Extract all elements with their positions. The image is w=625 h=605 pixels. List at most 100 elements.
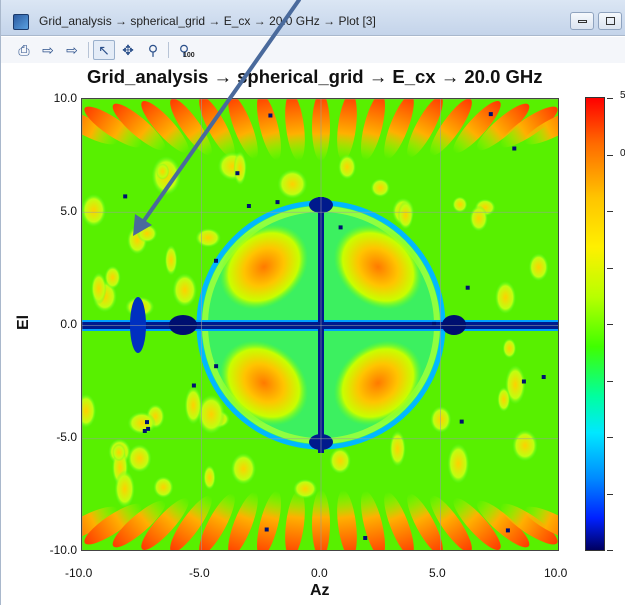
sidelobe-blob bbox=[197, 394, 225, 434]
sidelobe-blob bbox=[338, 154, 356, 180]
pointer-button[interactable]: ↖ bbox=[93, 40, 115, 60]
sidelobe-blob bbox=[172, 273, 197, 307]
y-tick-label: 5.0 bbox=[60, 204, 77, 218]
x-tick-label: -10.0 bbox=[65, 566, 93, 580]
sidelobe-stripe bbox=[82, 506, 118, 542]
sidelobe-blob bbox=[329, 447, 351, 474]
cx-lobe-bottom-right bbox=[333, 340, 423, 426]
cx-lobe-top-right bbox=[333, 224, 423, 310]
sidelobe-blob bbox=[502, 338, 517, 359]
sidelobe-stripe bbox=[361, 490, 385, 550]
sidelobe-blob bbox=[136, 224, 158, 243]
null-dot bbox=[488, 112, 493, 117]
null-dot bbox=[459, 419, 464, 424]
window-title: Grid_analysis → spherical_grid → E_cx → … bbox=[39, 14, 376, 28]
heatmap-plot[interactable] bbox=[81, 98, 559, 551]
null-dot bbox=[465, 285, 470, 290]
sidelobe-stripe bbox=[141, 498, 189, 550]
sidelobe-stripe bbox=[500, 106, 558, 148]
sidelobe-stripe bbox=[476, 500, 530, 548]
null-dot bbox=[268, 113, 273, 118]
sidelobe-stripe bbox=[285, 490, 305, 550]
null-dot bbox=[191, 383, 196, 388]
sidelobe-stripe bbox=[384, 492, 414, 550]
zoom-100-label: 100 bbox=[183, 52, 195, 59]
colorbar-tick bbox=[607, 154, 613, 156]
sidelobe-blob bbox=[127, 444, 152, 473]
sidelobe-blob bbox=[104, 265, 121, 289]
sidelobe-blob bbox=[497, 387, 511, 412]
cx-lobe-top-left bbox=[219, 224, 309, 310]
sidelobe-stripe bbox=[199, 493, 235, 550]
toolbar: ⎙ ⇨ ⇨ ↖ ✥ ⚲ ⚲ 100 bbox=[1, 37, 625, 63]
sidelobe-stripe bbox=[337, 99, 357, 161]
title-bar[interactable]: Grid_analysis → spherical_grid → E_cx → … bbox=[1, 0, 625, 36]
sidelobe-blob bbox=[184, 386, 202, 425]
toolbar-separator bbox=[88, 42, 89, 58]
x-tick-label: 0.0 bbox=[311, 566, 328, 580]
x-tick-label: 10.0 bbox=[544, 566, 568, 580]
pan-icon: ✥ bbox=[122, 41, 134, 58]
export-button[interactable]: ⇨ bbox=[37, 40, 59, 60]
pan-button[interactable]: ✥ bbox=[117, 40, 139, 60]
sidelobe-blob bbox=[82, 393, 97, 428]
heatmap-svg bbox=[82, 99, 558, 550]
null-dot bbox=[512, 146, 517, 151]
sidelobe-stripe bbox=[384, 99, 414, 159]
sidelobe-blob bbox=[512, 429, 538, 462]
x-tick-label: 5.0 bbox=[429, 566, 446, 580]
colorbar-label: 5 bbox=[620, 90, 625, 101]
sidelobe-stripes-bottom bbox=[82, 490, 558, 550]
sidelobe-blob bbox=[495, 281, 516, 314]
colorbar-tick bbox=[607, 267, 613, 269]
sidelobe-blob bbox=[389, 430, 406, 467]
sidelobe-blob bbox=[164, 245, 178, 276]
sidelobe-stripe bbox=[84, 106, 142, 148]
sidelobe-stripe bbox=[228, 492, 258, 550]
sidelobe-blob bbox=[114, 470, 135, 508]
null-dot bbox=[338, 225, 343, 230]
toolbar-separator bbox=[168, 42, 169, 58]
null-dot bbox=[432, 321, 437, 326]
null-dot bbox=[363, 536, 368, 540]
sidelobe-blob bbox=[112, 443, 126, 462]
sidelobe-stripe bbox=[453, 498, 501, 550]
null-dot bbox=[505, 528, 510, 533]
sidelobe-blobs bbox=[82, 151, 549, 508]
sidelobe-blob bbox=[469, 205, 488, 232]
sidelobe-stripe bbox=[407, 99, 443, 158]
zoom-button[interactable]: ⚲ bbox=[142, 40, 164, 60]
y-axis-label: El bbox=[15, 314, 32, 330]
y-tick-label: 10.0 bbox=[53, 91, 77, 105]
null-dot bbox=[214, 258, 218, 263]
sidelobe-blob bbox=[91, 272, 107, 305]
colorbar-tick bbox=[607, 380, 613, 382]
sidelobe-blob bbox=[505, 365, 526, 405]
sidelobe-stripe bbox=[82, 109, 118, 145]
sidelobe-blob bbox=[155, 163, 170, 180]
null-dot bbox=[541, 375, 546, 379]
print-button[interactable]: ⎙ bbox=[13, 40, 35, 60]
null-dot bbox=[275, 200, 280, 205]
null-dot bbox=[264, 527, 269, 532]
sidelobe-blob bbox=[397, 200, 414, 230]
null-dot bbox=[145, 420, 149, 425]
cx-lobe-bottom-left bbox=[219, 340, 309, 426]
minimize-button[interactable] bbox=[570, 12, 594, 30]
export-alt-button[interactable]: ⇨ bbox=[61, 40, 83, 60]
sidelobe-blob bbox=[153, 476, 174, 499]
maximize-button[interactable] bbox=[598, 12, 622, 30]
colorbar-tick bbox=[607, 98, 613, 99]
colorbar bbox=[585, 97, 605, 551]
maximize-icon bbox=[606, 17, 615, 25]
colorbar-tick bbox=[607, 324, 613, 325]
sidelobe-blob bbox=[528, 253, 549, 282]
zoom-icon: ⚲ bbox=[147, 41, 159, 58]
sidelobe-blob bbox=[370, 178, 390, 198]
null-dot bbox=[246, 204, 251, 208]
export-icon: ⇨ bbox=[42, 41, 54, 58]
sidelobe-blob bbox=[195, 228, 221, 248]
sidelobe-blob bbox=[447, 443, 470, 484]
colorbar-tick bbox=[607, 211, 613, 212]
